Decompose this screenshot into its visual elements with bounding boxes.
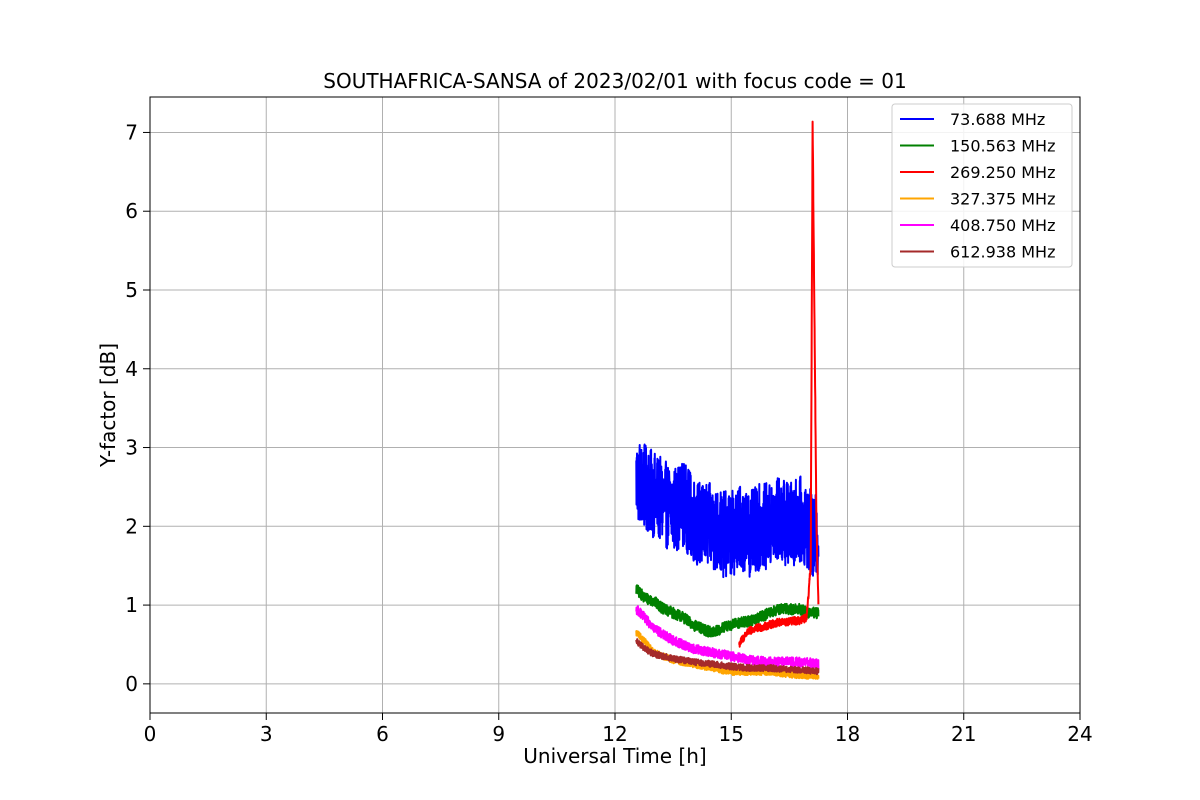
x-tick-label: 0 [144,722,157,746]
x-tick-label: 6 [376,722,389,746]
y-tick-label: 6 [125,199,138,223]
legend-label: 73.688 MHz [950,110,1045,129]
x-axis: 0 3 6 9 12 15 18 21 24 [144,713,1093,746]
x-tick-label: 21 [951,722,976,746]
series-line [635,638,820,676]
x-tick-label: 24 [1067,722,1092,746]
legend-label: 612.938 MHz [950,243,1055,262]
x-tick-label: 12 [602,722,627,746]
x-tick-label: 15 [719,722,744,746]
x-axis-label: Universal Time [h] [523,744,706,768]
legend: 73.688 MHz 150.563 MHz 269.250 MHz 327.375 … [891,103,1073,268]
series-line [635,605,820,670]
x-tick-label: 3 [260,722,273,746]
chart-title: SOUTHAFRICA-SANSA of 2023/02/01 with foc… [323,69,907,93]
y-tick-label: 3 [125,436,138,460]
y-tick-label: 1 [125,593,138,617]
series-group [635,120,820,680]
legend-items: 73.688 MHz 150.563 MHz 269.250 MHz 327.375 … [900,110,1055,262]
legend-label: 269.250 MHz [950,163,1055,182]
y-axis-label: Y-factor [dB] [96,343,120,468]
y-tick-label: 7 [125,120,138,144]
y-axis: 0 1 2 3 4 5 6 7 [125,120,150,696]
legend-label: 408.750 MHz [950,216,1055,235]
x-tick-label: 18 [835,722,860,746]
y-tick-label: 0 [125,672,138,696]
legend-label: 150.563 MHz [950,137,1055,156]
x-tick-label: 9 [492,722,505,746]
series-line [635,584,820,638]
series-line [635,443,820,579]
legend-box [891,103,1073,268]
y-tick-label: 4 [125,357,138,381]
y-tick-label: 5 [125,278,138,302]
series-line [738,120,820,648]
y-tick-label: 2 [125,514,138,538]
legend-label: 327.375 MHz [950,190,1055,209]
